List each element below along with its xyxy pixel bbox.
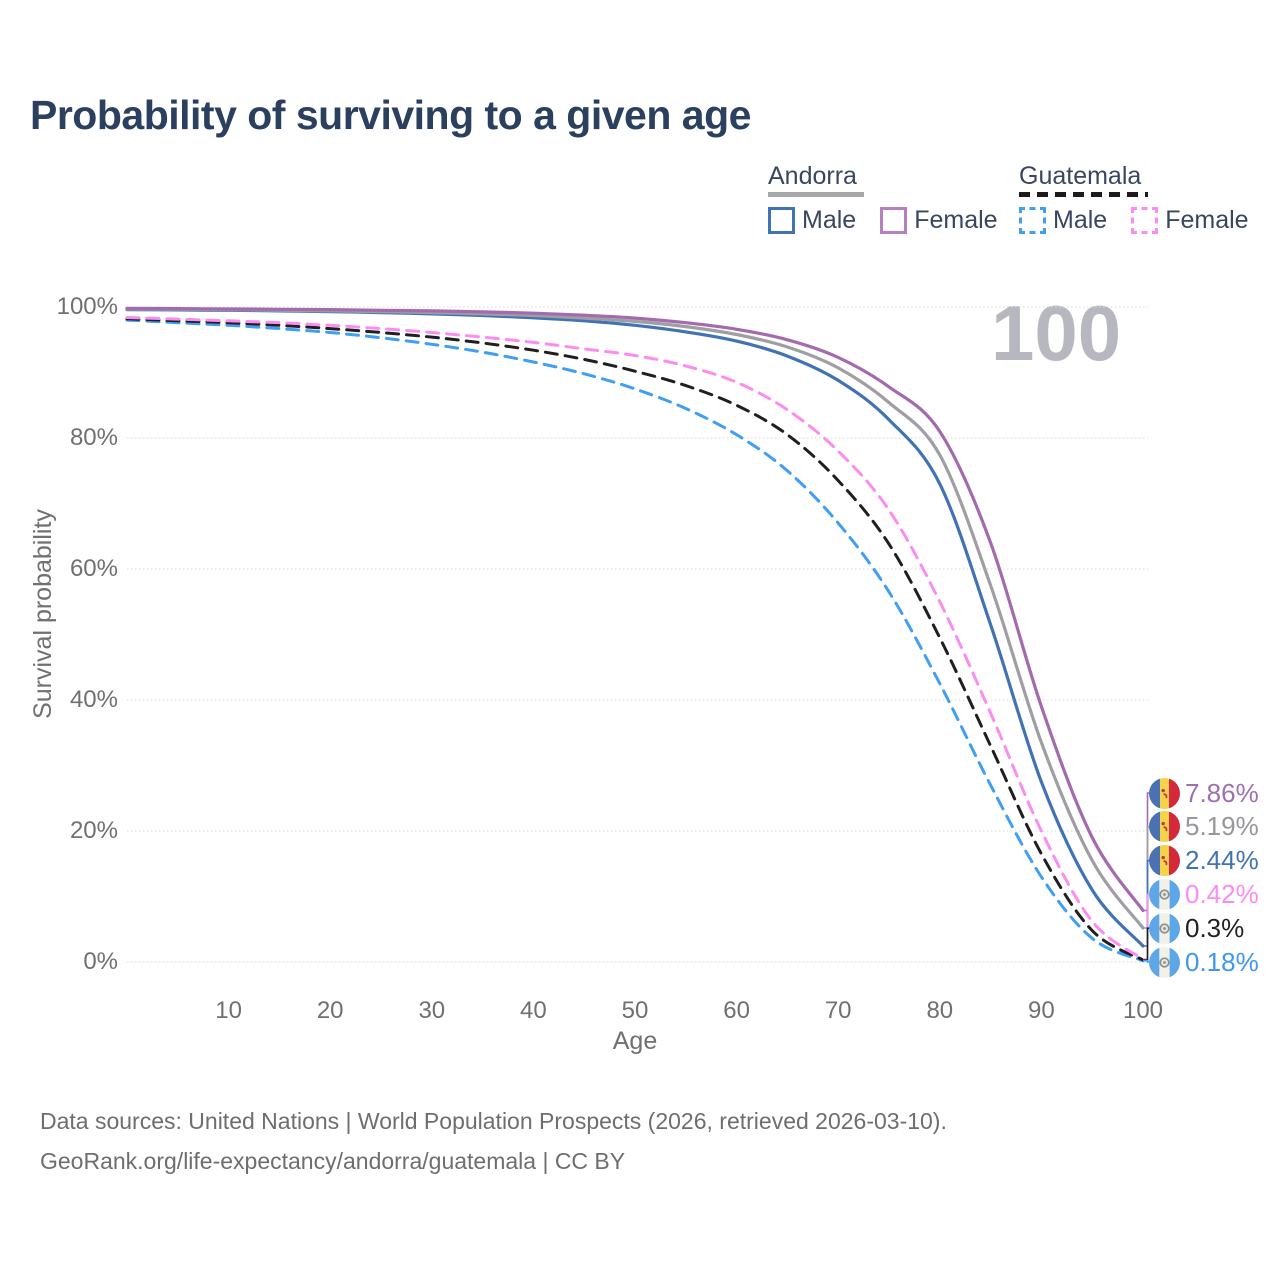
series-line-andorra-both[interactable] — [125, 307, 1145, 930]
x-tick-90: 90 — [1028, 997, 1055, 1024]
legend-swatch-andorra-female[interactable] — [880, 207, 908, 234]
x-tick-30: 30 — [418, 997, 446, 1024]
series-line-andorra-female[interactable] — [125, 306, 1145, 913]
legend-country-andorra: Andorra — [768, 162, 857, 190]
legend-item-guatemala-male[interactable]: Male — [1019, 206, 1107, 235]
andorra-flag-icon — [1149, 845, 1180, 877]
guatemala-flag-icon — [1149, 946, 1180, 978]
end-value-guatemala-male: 0.18% — [1185, 946, 1259, 977]
end-label-row-andorra-both: 5.19% — [1149, 810, 1259, 844]
x-tick-50: 50 — [621, 997, 649, 1024]
end-value-guatemala-both: 0.3% — [1185, 912, 1245, 943]
legend-label-andorra-male: Male — [802, 206, 857, 234]
legend-label-andorra-female: Female — [914, 206, 998, 234]
end-label-row-guatemala-male: 0.18% — [1149, 945, 1259, 979]
series-line-guatemala-female[interactable] — [125, 316, 1145, 961]
x-tick-10: 10 — [215, 997, 242, 1024]
end-value-andorra-female: 7.86% — [1185, 777, 1259, 808]
y-tick-60: 60% — [69, 555, 118, 582]
legend-label-guatemala-male: Male — [1053, 206, 1108, 234]
x-tick-60: 60 — [723, 997, 750, 1024]
x-axis-title: Age — [612, 1027, 658, 1055]
end-label-row-andorra-female: 7.86% — [1149, 776, 1259, 810]
end-value-guatemala-female: 0.42% — [1185, 878, 1259, 909]
end-label-row-guatemala-female: 0.42% — [1149, 877, 1259, 911]
y-tick-20: 20% — [69, 817, 118, 844]
end-value-andorra-both: 5.19% — [1185, 811, 1259, 842]
andorra-flag-icon — [1149, 777, 1180, 809]
x-tick-40: 40 — [520, 997, 547, 1024]
page-title: Probability of surviving to a given age — [30, 92, 751, 138]
y-tick-0: 0% — [83, 948, 118, 975]
series-line-guatemala-both[interactable] — [125, 317, 1145, 962]
end-label-row-guatemala-both: 0.3% — [1149, 911, 1244, 945]
legend-item-andorra-female[interactable]: Female — [880, 206, 998, 235]
legend-swatch-guatemala-female[interactable] — [1131, 207, 1159, 234]
x-tick-100: 100 — [1122, 997, 1164, 1024]
series-line-andorra-male[interactable] — [125, 308, 1145, 948]
andorra-flag-icon — [1149, 811, 1180, 843]
y-axis-title: Survival probability — [29, 509, 57, 719]
legend-label-guatemala-female: Female — [1165, 206, 1249, 234]
guatemala-flag-icon — [1149, 912, 1180, 944]
y-tick-100: 100% — [56, 293, 118, 320]
y-tick-80: 80% — [69, 424, 118, 451]
legend-underline-andorra — [768, 192, 864, 197]
legend-swatch-andorra-male[interactable] — [768, 207, 795, 234]
guatemala-flag-icon — [1149, 878, 1180, 910]
y-tick-40: 40% — [69, 686, 118, 713]
legend-item-andorra-male[interactable]: Male — [768, 206, 856, 235]
series-line-guatemala-male[interactable] — [125, 318, 1145, 963]
data-source-line: Data sources: United Nations | World Pop… — [40, 1108, 947, 1134]
legend-country-guatemala: Guatemala — [1019, 162, 1142, 190]
end-value-andorra-male: 2.44% — [1185, 845, 1259, 876]
end-label-row-andorra-male: 2.44% — [1149, 844, 1259, 878]
x-tick-80: 80 — [926, 997, 954, 1024]
attribution-line: GeoRank.org/life-expectancy/andorra/guat… — [40, 1148, 626, 1174]
legend-group-andorra: Andorra Male Female — [768, 162, 998, 235]
legend-underline-guatemala — [1019, 192, 1148, 197]
legend-item-guatemala-female[interactable]: Female — [1131, 206, 1249, 235]
x-tick-70: 70 — [824, 997, 852, 1024]
legend-group-guatemala: Guatemala Male Female — [1019, 162, 1249, 235]
x-tick-20: 20 — [316, 997, 344, 1024]
legend-swatch-guatemala-male[interactable] — [1019, 207, 1046, 234]
